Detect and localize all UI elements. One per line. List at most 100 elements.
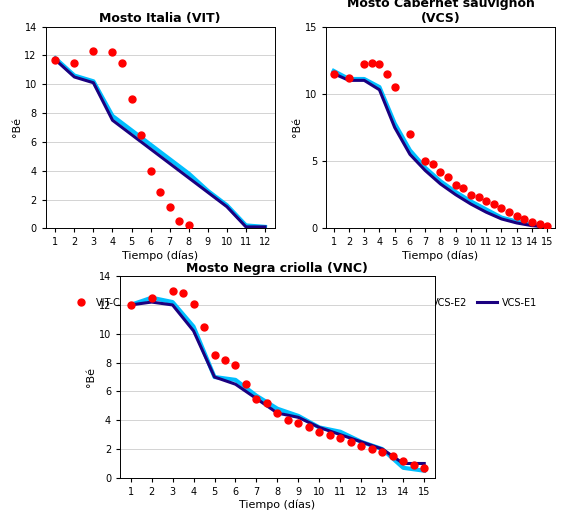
VCS-E1 — [467, 201, 474, 207]
VIT-C — [176, 218, 182, 224]
VCS-E1 — [376, 87, 383, 93]
VCS-C — [475, 194, 482, 201]
VCS-E1 — [498, 216, 505, 222]
VIT-E1 — [204, 189, 211, 195]
VCS-C — [391, 84, 398, 90]
VNC-E2 — [337, 429, 344, 435]
VNC-E1 — [358, 439, 365, 445]
VCS-C — [384, 71, 391, 77]
VCS-E2 — [407, 147, 414, 153]
VCS-C — [498, 205, 505, 211]
VNC-E2 — [295, 413, 302, 419]
VNC-E2 — [190, 323, 197, 330]
X-axis label: Tiempo (días): Tiempo (días) — [239, 500, 316, 510]
VNC-C — [201, 323, 208, 330]
VCS-E2 — [452, 189, 459, 195]
VCS-C — [536, 221, 543, 227]
VNC-E2 — [274, 406, 281, 412]
Title: Mosto Italia (VIT): Mosto Italia (VIT) — [100, 12, 221, 25]
VIT-C — [128, 96, 135, 102]
VIT-C — [157, 189, 164, 195]
VIT-E2 — [261, 224, 268, 230]
Line: VIT-E1: VIT-E1 — [55, 59, 265, 227]
Legend: VIT-C, VIT-E2, VIT-E1: VIT-C, VIT-E2, VIT-E1 — [67, 294, 253, 312]
VNC-E1 — [211, 374, 218, 380]
VNC-E1 — [253, 396, 260, 402]
VNC-C — [390, 453, 396, 459]
VCS-E2 — [437, 178, 444, 184]
VCS-C — [483, 198, 490, 204]
VIT-C — [90, 48, 97, 54]
VNC-C — [243, 381, 249, 388]
VNC-C — [190, 301, 197, 307]
VCS-C — [422, 158, 428, 164]
Legend: VCS-C, VCS-E2, VCS-E1: VCS-C, VCS-E2, VCS-E1 — [340, 294, 541, 312]
VNC-C — [232, 362, 239, 369]
Y-axis label: °Bé: °Bé — [86, 367, 96, 387]
VIT-E1 — [90, 80, 97, 86]
VNC-C — [305, 424, 312, 431]
VIT-E1 — [166, 160, 173, 167]
Line: VCS-E1: VCS-E1 — [333, 74, 547, 227]
VIT-E1 — [261, 224, 268, 230]
Y-axis label: °Bé: °Bé — [11, 117, 22, 138]
VCS-E2 — [391, 120, 398, 126]
VIT-C — [52, 56, 59, 63]
VIT-C — [71, 59, 78, 66]
VNC-E1 — [190, 328, 197, 334]
VNC-E1 — [337, 432, 344, 438]
VIT-E2 — [204, 187, 211, 194]
VNC-E2 — [316, 424, 323, 431]
VIT-E1 — [224, 203, 231, 210]
VCS-C — [437, 169, 444, 175]
VIT-E1 — [243, 224, 249, 230]
VCS-C — [544, 222, 551, 229]
VIT-E1 — [185, 175, 192, 181]
VCS-E1 — [513, 220, 520, 226]
VIT-E2 — [109, 113, 116, 119]
VNC-E2 — [232, 376, 239, 383]
VNC-E1 — [379, 446, 386, 452]
VCS-C — [467, 192, 474, 198]
VIT-E1 — [128, 132, 135, 138]
VCS-C — [529, 218, 535, 225]
VCS-E2 — [483, 207, 490, 213]
VNC-E2 — [358, 439, 365, 445]
VCS-E1 — [452, 192, 459, 198]
VIT-C — [147, 167, 154, 174]
VCS-E2 — [330, 68, 337, 74]
VNC-C — [400, 457, 407, 464]
VNC-C — [379, 449, 386, 455]
VNC-E1 — [127, 302, 134, 308]
VIT-C — [166, 203, 173, 210]
VCS-E2 — [467, 198, 474, 204]
VNC-C — [180, 290, 186, 297]
VNC-E2 — [379, 446, 386, 452]
VNC-E1 — [295, 414, 302, 421]
VNC-C — [316, 429, 323, 435]
VCS-E1 — [422, 167, 428, 174]
X-axis label: Tiempo (días): Tiempo (días) — [122, 250, 198, 261]
VCS-C — [376, 61, 383, 67]
VIT-E2 — [71, 72, 78, 79]
VIT-E1 — [71, 74, 78, 80]
VCS-E1 — [407, 151, 414, 158]
VIT-E1 — [52, 56, 59, 63]
VNC-C — [127, 302, 134, 308]
Line: VNC-E1: VNC-E1 — [130, 302, 424, 464]
VCS-E1 — [437, 181, 444, 187]
VNC-C — [327, 432, 333, 438]
VNC-C — [221, 356, 228, 363]
VIT-E2 — [52, 55, 59, 62]
VNC-E1 — [148, 299, 155, 305]
VCS-E2 — [513, 218, 520, 225]
VCS-E2 — [345, 76, 352, 82]
VCS-E1 — [361, 77, 368, 83]
VCS-E1 — [483, 209, 490, 216]
VCS-E2 — [529, 221, 535, 227]
VCS-E2 — [498, 215, 505, 221]
VNC-C — [148, 295, 155, 301]
VNC-C — [368, 446, 375, 452]
Line: VNC-E2: VNC-E2 — [130, 298, 424, 470]
VNC-E1 — [274, 410, 281, 416]
